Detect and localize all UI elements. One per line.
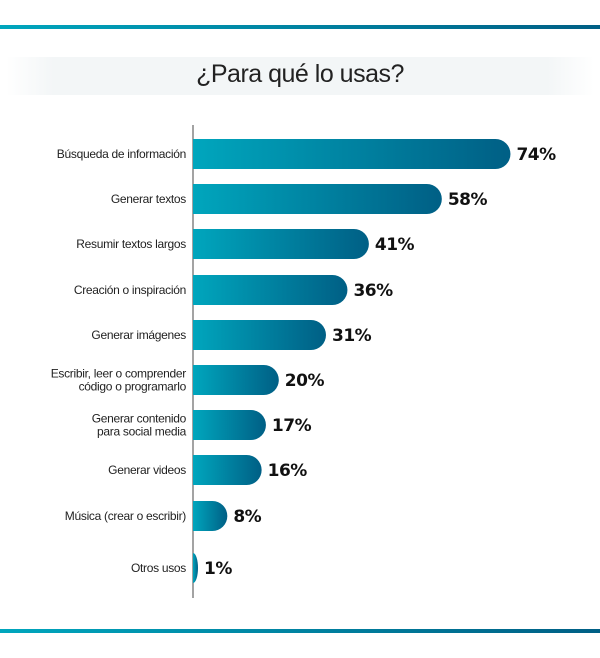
bar-row: Música (crear o escribir) 8% [65,501,262,531]
category-label: Generar videos [108,463,186,477]
chart-title: ¿Para qué lo usas? [196,60,404,88]
category-label: Generar imágenes [91,328,186,342]
bar [193,139,511,169]
bar-row: Otros usos 1% [131,553,233,583]
bar [193,229,369,259]
category-label: Resumir textos largos [76,237,186,251]
top-rule [0,25,600,29]
bar-row: Generar videos 16% [108,455,308,485]
value-label: 16% [268,461,308,481]
bar [193,501,228,531]
title-band [6,57,594,95]
bar [193,184,442,214]
category-label: Generar contenido [92,412,187,426]
category-label: código o programarlo [79,380,187,394]
category-label: Otros usos [131,561,186,575]
value-label: 58% [448,190,488,210]
category-label: para social media [97,425,187,439]
bar [193,410,266,440]
value-label: 31% [332,326,372,346]
value-label: 8% [233,507,261,527]
bar-row: Búsqueda de información 74% [57,139,557,169]
category-label: Música (crear o escribir) [65,509,186,523]
bar [193,455,262,485]
bar [193,275,348,305]
bar [193,320,326,350]
bar [193,365,279,395]
bar-row: Generar textos 58% [111,184,488,214]
category-label: Escribir, leer o comprender [51,367,187,381]
bar-row: Generar imágenes 31% [91,320,372,350]
value-label: 74% [516,145,556,165]
category-label: Búsqueda de información [57,147,186,161]
value-label: 20% [285,371,325,391]
bar-row: Resumir textos largos 41% [76,229,415,259]
category-label: Creación o inspiración [74,283,186,297]
category-label: Generar textos [111,192,186,206]
value-label: 41% [375,235,415,255]
bottom-rule [0,629,600,633]
bar [193,553,198,583]
value-label: 17% [272,416,312,436]
value-label: 1% [204,559,232,579]
value-label: 36% [353,281,393,301]
bar-row: Creación o inspiración 36% [74,275,394,305]
